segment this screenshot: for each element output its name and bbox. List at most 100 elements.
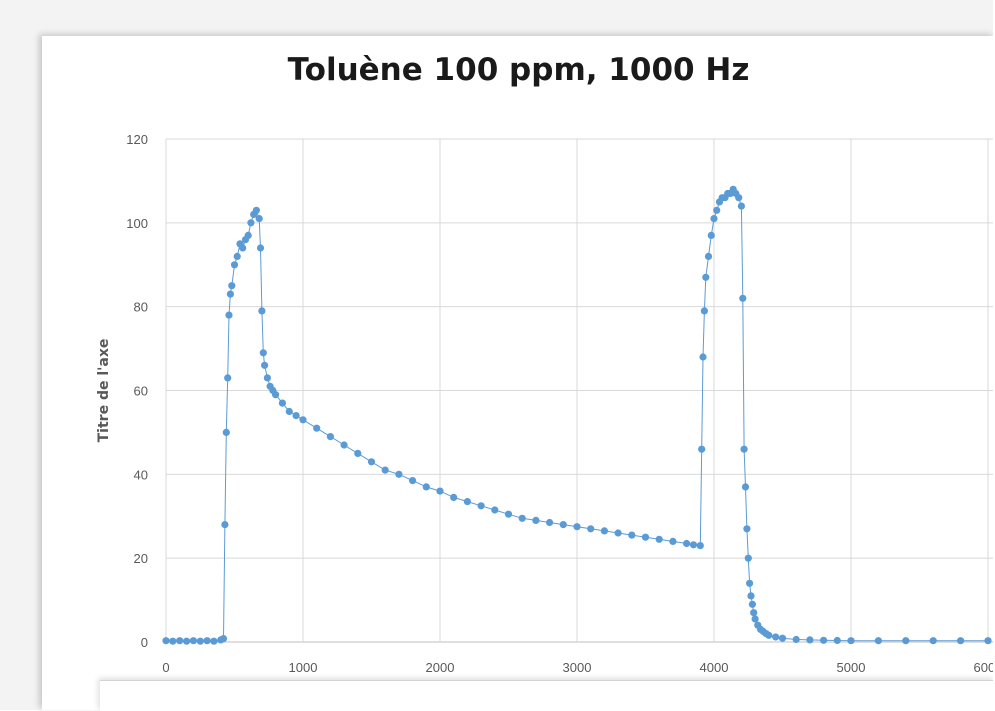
data-point (699, 353, 707, 361)
data-point (518, 514, 526, 522)
data-point (219, 635, 228, 643)
data-point (463, 498, 471, 506)
y-tick-label: 0 (141, 635, 148, 650)
x-tick-label: 4000 (700, 660, 729, 675)
data-point (702, 273, 710, 281)
data-point (532, 516, 540, 525)
data-point (292, 412, 300, 420)
y-tick-label: 80 (134, 300, 148, 315)
data-point (696, 542, 704, 550)
y-tick-label: 120 (126, 132, 148, 147)
data-point (641, 533, 650, 541)
data-point (704, 252, 713, 260)
data-point (984, 637, 992, 645)
data-point (259, 349, 267, 357)
data-point (436, 487, 444, 495)
data-point (247, 219, 255, 227)
data-point (299, 416, 307, 424)
data-point (847, 637, 855, 645)
data-point (573, 523, 581, 531)
data-point (239, 244, 247, 252)
data-point (683, 539, 691, 548)
x-axis-ticks: 0 1000 2000 3000 4000 5000 6000 (162, 660, 995, 675)
data-point (409, 477, 417, 485)
data-point (450, 493, 458, 501)
data-point (587, 525, 595, 533)
data-point (735, 194, 743, 202)
gridlines (165, 138, 993, 643)
data-point (491, 506, 499, 514)
data-point (258, 307, 266, 315)
data-point (614, 529, 622, 537)
data-point (559, 521, 567, 529)
data-point (546, 518, 554, 527)
data-point (326, 433, 334, 441)
data-point (669, 537, 677, 546)
data-point (806, 636, 814, 644)
x-tick-label: 1000 (289, 660, 318, 675)
data-point (740, 445, 748, 453)
data-point (340, 441, 348, 449)
data-point (255, 215, 263, 223)
chart-area[interactable] (42, 36, 995, 710)
data-point (600, 527, 609, 535)
data-point (820, 636, 828, 644)
data-point (169, 637, 177, 645)
y-tick-label: 20 (134, 551, 148, 566)
data-point (957, 637, 965, 645)
data-point (748, 600, 757, 608)
data-point (244, 231, 252, 239)
data-point (833, 636, 841, 645)
data-point (477, 502, 485, 510)
data-point (226, 290, 234, 298)
data-point (210, 637, 218, 645)
data-point (176, 637, 184, 645)
data-point (655, 535, 663, 543)
data-point (422, 483, 430, 491)
y-tick-label: 60 (134, 384, 148, 399)
data-point (196, 637, 204, 645)
data-point (747, 592, 755, 600)
data-point (221, 521, 229, 529)
data-point (707, 231, 715, 239)
chart-title: Toluène 100 ppm, 1000 Hz (287, 52, 750, 88)
data-point (272, 391, 280, 399)
data-point (381, 466, 389, 474)
data-point (504, 510, 513, 518)
data-point (874, 637, 883, 645)
right-edge-mask (993, 0, 995, 710)
data-point (765, 631, 773, 639)
data-point (252, 206, 260, 214)
y-axis-ticks: 0 20 40 60 80 100 120 (126, 132, 148, 650)
data-point (750, 609, 758, 617)
data-point (263, 374, 271, 382)
data-point (743, 525, 751, 533)
x-tick-label: 5000 (837, 660, 866, 675)
adjacent-chart-edge (100, 680, 995, 711)
y-tick-label: 100 (126, 216, 148, 231)
data-point (278, 399, 286, 407)
y-tick-label: 40 (134, 467, 148, 482)
data-point (713, 206, 721, 214)
x-tick-label: 3000 (563, 660, 592, 675)
data-point (778, 634, 787, 642)
data-point (628, 531, 636, 539)
series-markers (162, 185, 992, 645)
data-point (285, 407, 293, 416)
data-point (744, 554, 752, 562)
data-point (222, 428, 230, 436)
data-point (354, 449, 362, 457)
data-point (772, 633, 780, 641)
data-point (203, 637, 211, 645)
data-point (367, 458, 376, 466)
data-point (700, 307, 709, 315)
data-point (224, 374, 232, 382)
data-point (737, 202, 746, 210)
data-point (183, 637, 191, 645)
data-point (313, 424, 321, 432)
data-point (230, 261, 239, 269)
data-point (395, 470, 403, 478)
data-point (162, 637, 170, 645)
x-tick-label: 6000 (974, 660, 995, 675)
